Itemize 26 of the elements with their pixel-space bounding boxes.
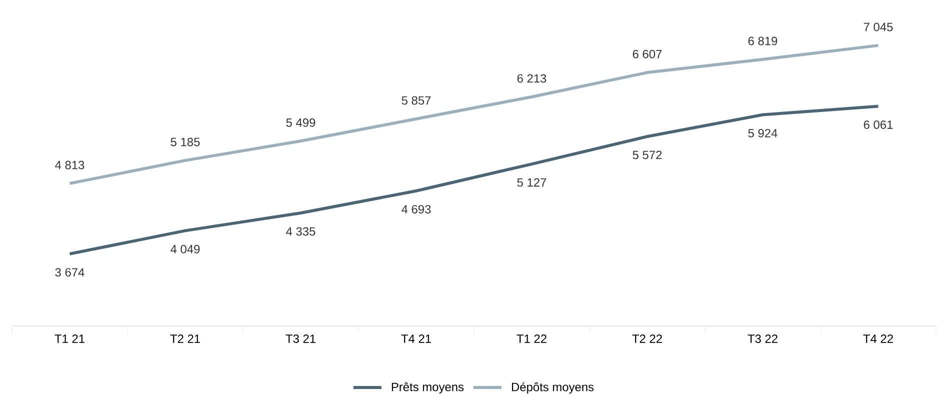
data-label: 4 049 — [170, 244, 200, 254]
data-label: 4 693 — [402, 205, 431, 214]
data-label: 4 335 — [286, 227, 316, 236]
data-label: 5 572 — [632, 150, 662, 160]
data-label: 5 924 — [748, 128, 778, 138]
data-label: 5 185 — [170, 138, 200, 146]
data-label: 4 813 — [55, 160, 84, 170]
x-tick-label: T1 21 — [54, 334, 84, 343]
x-tick-label: T2 21 — [170, 334, 200, 343]
data-label: 6 061 — [864, 120, 893, 129]
legend-label: Dépôts moyens — [512, 382, 594, 394]
x-tick-label: T3 22 — [748, 334, 778, 343]
data-label: 5 499 — [286, 118, 316, 127]
x-tick-label: T4 22 — [863, 334, 893, 343]
data-label: 3 674 — [55, 268, 84, 277]
x-tick-label: T2 22 — [632, 334, 662, 343]
data-label: 6 213 — [517, 74, 546, 83]
data-label: 7 045 — [864, 22, 893, 32]
x-tick-label: T1 22 — [516, 334, 546, 343]
x-tick-label: T3 21 — [286, 334, 316, 343]
data-label: 6 607 — [632, 50, 662, 58]
data-label: 6 819 — [748, 36, 778, 46]
data-label: 5 127 — [517, 178, 546, 187]
data-label: 5 857 — [402, 96, 431, 105]
legend-label: Prêts moyens — [392, 382, 464, 394]
x-tick-label: T4 21 — [401, 334, 431, 343]
